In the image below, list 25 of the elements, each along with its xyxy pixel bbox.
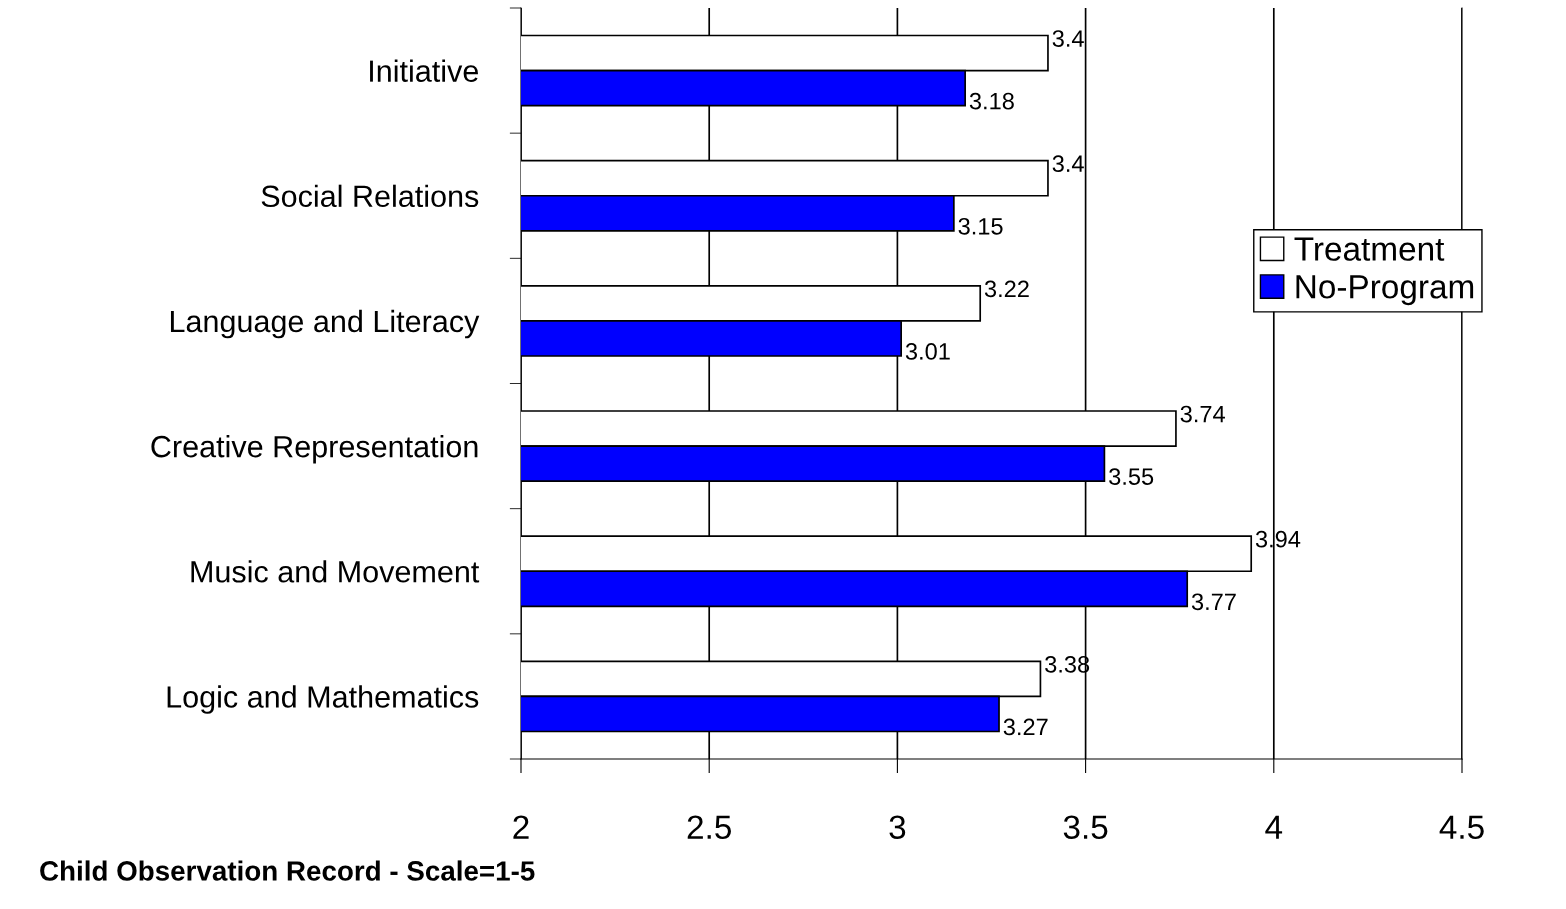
x-tick-label: 3 — [889, 815, 906, 840]
data-label: 3.77 — [1191, 593, 1236, 611]
y-tick-label: Creative Representation — [151, 435, 478, 464]
y-tick-label: Language and Literacy — [170, 309, 480, 339]
data-label: 3.74 — [1180, 405, 1225, 423]
legend-label: Treatment — [1294, 237, 1445, 261]
data-label: 3.4 — [1052, 155, 1084, 173]
x-tick-label: 4.5 — [1439, 815, 1484, 840]
x-tick-label: 4 — [1265, 815, 1283, 839]
data-label: 3.22 — [984, 280, 1029, 298]
y-tick-label: Social Relations — [261, 184, 479, 208]
data-label: 3.15 — [958, 217, 1003, 235]
legend-label: No-Program — [1296, 275, 1474, 306]
data-label: 3.4 — [1052, 30, 1084, 47]
x-tick-label: 2.5 — [687, 815, 731, 840]
data-label: 3.18 — [969, 92, 1014, 110]
x-tick-label: 2 — [513, 815, 529, 839]
data-label: 3.27 — [1003, 718, 1048, 736]
data-label: 3.01 — [905, 343, 950, 360]
y-tick-label: Logic and Mathematics — [167, 685, 479, 714]
y-tick-label: Music and Movement — [191, 560, 480, 583]
y-tick-label: Initiative — [370, 59, 478, 82]
data-label: 3.55 — [1109, 468, 1154, 485]
x-axis-title: Child Observation Record - Scale=1-5 — [40, 860, 535, 881]
x-tick-label: 3.5 — [1063, 815, 1108, 840]
